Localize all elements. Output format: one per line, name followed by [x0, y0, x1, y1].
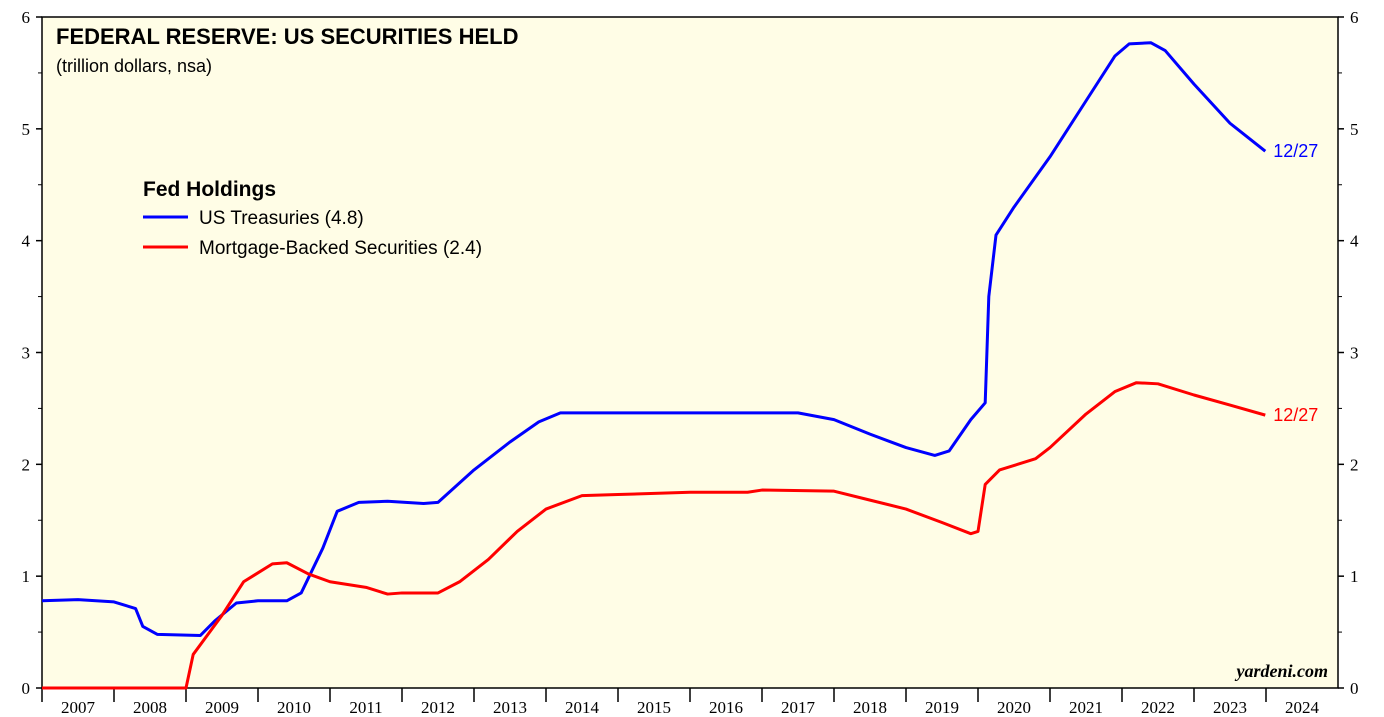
x-tick-label: 2024 — [1285, 698, 1320, 717]
x-tick-label: 2013 — [493, 698, 527, 717]
y-tick-label: 3 — [22, 344, 31, 363]
x-tick-label: 2010 — [277, 698, 311, 717]
legend-label: Mortgage-Backed Securities (2.4) — [199, 238, 482, 259]
x-tick-label: 2014 — [565, 698, 600, 717]
watermark: yardeni.com — [1235, 661, 1329, 681]
x-tick-label: 2023 — [1213, 698, 1247, 717]
chart-subtitle: (trillion dollars, nsa) — [56, 56, 212, 76]
legend-label: US Treasuries (4.8) — [199, 208, 364, 229]
end-label: 12/27 — [1273, 405, 1318, 425]
x-tick-label: 2016 — [709, 698, 743, 717]
y2-tick-label: 4 — [1350, 232, 1359, 251]
end-label: 12/27 — [1273, 141, 1318, 161]
y-tick-label: 5 — [22, 120, 31, 139]
x-tick-label: 2017 — [781, 698, 816, 717]
y-tick-label: 4 — [22, 232, 31, 251]
y2-tick-label: 5 — [1350, 120, 1359, 139]
legend-title: Fed Holdings — [143, 178, 276, 201]
y2-tick-label: 6 — [1350, 8, 1359, 27]
x-tick-label: 2021 — [1069, 698, 1103, 717]
x-tick-label: 2020 — [997, 698, 1031, 717]
plot-area — [41, 16, 1339, 689]
x-tick-label: 2018 — [853, 698, 887, 717]
x-tick-label: 2008 — [133, 698, 167, 717]
series-line — [42, 381, 1266, 690]
x-tick-label: 2011 — [349, 698, 382, 717]
chart-title: FEDERAL RESERVE: US SECURITIES HELD — [56, 24, 518, 49]
x-tick-label: 2009 — [205, 698, 239, 717]
y-tick-label: 0 — [22, 679, 31, 698]
y-tick-label: 1 — [22, 567, 31, 586]
x-tick-label: 2022 — [1141, 698, 1175, 717]
x-tick-label: 2012 — [421, 698, 455, 717]
y2-tick-label: 1 — [1350, 567, 1359, 586]
y-tick-label: 2 — [22, 455, 31, 474]
y2-tick-label: 2 — [1350, 455, 1359, 474]
x-tick-label: 2007 — [61, 698, 96, 717]
x-tick-label: 2015 — [637, 698, 671, 717]
x-tick-label: 2019 — [925, 698, 959, 717]
y2-tick-label: 3 — [1350, 344, 1359, 363]
y2-tick-label: 0 — [1350, 679, 1359, 698]
y-tick-label: 6 — [22, 8, 31, 27]
